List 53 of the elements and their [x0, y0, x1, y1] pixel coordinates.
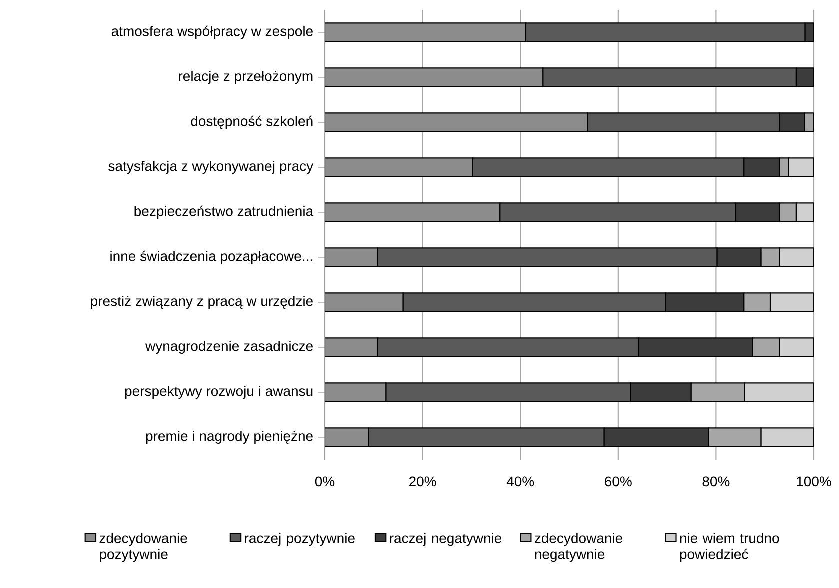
y-tick-label: dostępność szkoleń [191, 116, 313, 130]
y-tick-label: satysfakcja z wykonywanej pracy [108, 160, 314, 174]
bar [779, 112, 806, 132]
x-tick-label: 80% [702, 476, 730, 487]
x-tick-label: 20% [410, 476, 436, 487]
bar [325, 248, 378, 268]
bar [779, 338, 814, 358]
bar [735, 202, 780, 222]
x-tick-label: 100% [797, 476, 832, 487]
bar [630, 382, 692, 402]
legend-label: raczej negatywnie [390, 533, 502, 546]
bar [325, 382, 387, 402]
bar [665, 292, 745, 312]
bar [690, 382, 746, 402]
y-tick-label: inne świadczenia pozapłacowe... [110, 250, 312, 264]
bar [744, 382, 814, 402]
legend-label: zdecydowanie pozytywnie [100, 533, 188, 562]
legend-label: zdecydowanie negatywnie [534, 533, 622, 562]
bar [604, 428, 710, 448]
bar [788, 158, 814, 178]
y-tick-label: bezpieczeństwo zatrudnienia [134, 206, 314, 220]
y-tick-label: perspektywy rozwoju i awansu [125, 386, 313, 400]
bar [325, 428, 370, 448]
legend-label: nie wiem trudno powiedzieć [680, 533, 780, 562]
bar [325, 338, 378, 358]
x-tick-label: 60% [605, 476, 632, 487]
bar [752, 338, 780, 358]
bar [744, 292, 772, 312]
bar [708, 428, 762, 448]
y-tick-label: prestiż związany z pracą w urzędzie [91, 296, 313, 310]
bar [760, 248, 780, 268]
x-tick-label: 40% [506, 476, 534, 487]
bar [716, 248, 762, 268]
bar [779, 202, 797, 222]
bar [796, 68, 814, 88]
bar [760, 428, 814, 448]
bar [325, 202, 501, 222]
bar [779, 248, 814, 268]
y-tick-label: relacje z przełożonym [179, 70, 313, 84]
bar [744, 158, 780, 178]
bar [325, 158, 474, 178]
bar [325, 22, 527, 42]
bar [796, 202, 814, 222]
x-tick-label: 0% [315, 476, 335, 487]
legend-label: raczej pozytywnie [245, 533, 355, 546]
bar [325, 112, 588, 132]
y-tick-label: atmosfera współpracy w zespole [112, 26, 313, 40]
bar [770, 292, 814, 312]
bar [638, 338, 754, 358]
y-tick-label: premie i nagrody pieniężne [146, 430, 313, 444]
bar [325, 68, 544, 88]
y-tick-label: wynagrodzenie zasadnicze [146, 340, 313, 354]
bar [325, 292, 404, 312]
